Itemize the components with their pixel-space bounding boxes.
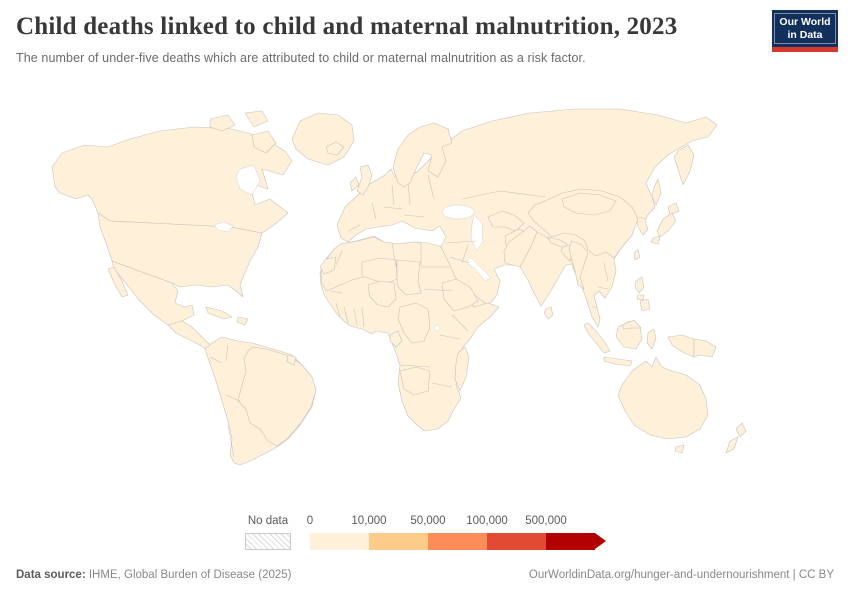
country-hispaniola[interactable] <box>236 316 249 326</box>
country-arctic-island[interactable] <box>209 114 236 132</box>
map-legend: No data 0 10,000 50,000 100,000 500,000 <box>245 513 625 555</box>
country-japan[interactable] <box>650 235 661 245</box>
region-north-america <box>51 110 355 353</box>
data-source-text: IHME, Global Burden of Disease (2025) <box>85 569 292 581</box>
legend-arrow <box>595 533 606 549</box>
legend-tick-2: 50,000 <box>410 515 446 527</box>
country-indonesia-papua[interactable] <box>667 334 695 358</box>
country-nigeria[interactable] <box>367 280 397 308</box>
country-dr-congo[interactable] <box>397 302 431 344</box>
country-gabon-congo[interactable] <box>389 330 403 348</box>
country-myanmar[interactable] <box>568 240 589 290</box>
country-australia[interactable] <box>617 356 709 440</box>
country-philippines[interactable] <box>636 294 645 301</box>
country-french-guiana[interactable] <box>286 354 297 366</box>
world-map <box>0 95 850 505</box>
data-source: Data source: IHME, Global Burden of Dise… <box>16 569 292 581</box>
country-uk[interactable] <box>356 164 373 196</box>
data-source-label: Data source: <box>16 569 86 581</box>
region-oceania <box>583 276 747 454</box>
country-ethiopia[interactable] <box>441 278 479 312</box>
country-arctic-island[interactable] <box>244 110 269 128</box>
chart-footer: Data source: IHME, Global Burden of Dise… <box>16 569 834 581</box>
country-mexico-baja[interactable] <box>107 266 129 298</box>
region-africa <box>319 235 500 432</box>
country-cuba[interactable] <box>205 306 233 320</box>
country-mongolia[interactable] <box>561 192 617 216</box>
legend-band-4[interactable] <box>487 533 546 550</box>
country-western-sahara[interactable] <box>319 256 337 275</box>
region-eurasia <box>325 108 718 328</box>
country-papua-new-guinea[interactable] <box>693 338 717 358</box>
sea-black-sea <box>441 204 475 220</box>
legend-band-2[interactable] <box>369 533 428 550</box>
legend-tick-4: 500,000 <box>525 515 567 527</box>
country-japan[interactable] <box>667 202 680 216</box>
owid-logo-box: Our World in Data <box>772 10 838 47</box>
country-japan[interactable] <box>656 212 677 238</box>
country-iceland[interactable] <box>325 141 345 156</box>
no-data-label: No data <box>247 515 289 527</box>
legend-tick-1: 10,000 <box>351 515 387 527</box>
lake-victoria <box>433 324 441 332</box>
country-greenland[interactable] <box>291 112 355 166</box>
legend-tick-3: 100,000 <box>466 515 508 527</box>
region-south-america <box>204 336 317 466</box>
lake-great-lakes <box>213 221 234 233</box>
country-new-zealand[interactable] <box>735 422 747 438</box>
country-indonesia-sulawesi[interactable] <box>646 328 657 350</box>
country-niger[interactable] <box>361 257 398 285</box>
country-namibia-botswana[interactable] <box>399 366 431 396</box>
chart-title: Child deaths linked to child and materna… <box>16 13 678 40</box>
country-new-zealand[interactable] <box>725 436 739 454</box>
country-ireland[interactable] <box>349 176 360 192</box>
country-tasmania[interactable] <box>674 444 685 454</box>
country-mexico[interactable] <box>111 260 195 326</box>
owid-logo: Our World in Data <box>772 10 838 52</box>
legend-color-bar <box>310 533 606 550</box>
country-sakhalin[interactable] <box>651 178 662 206</box>
country-border-lines <box>209 174 647 458</box>
legend-band-5[interactable] <box>546 533 595 550</box>
lake-hudson-bay <box>235 164 261 196</box>
no-data-swatch[interactable] <box>245 533 291 550</box>
country-philippines[interactable] <box>639 298 651 312</box>
country-chad[interactable] <box>396 259 422 296</box>
country-indonesia-sumatra[interactable] <box>583 322 611 354</box>
owid-logo-line1: Our World <box>779 16 831 29</box>
country-indonesia-java[interactable] <box>603 356 633 367</box>
country-taiwan[interactable] <box>633 249 641 261</box>
country-uzbekistan[interactable] <box>487 210 525 232</box>
country-kamchatka[interactable] <box>673 144 695 186</box>
owid-credit-link[interactable]: OurWorldinData.org/hunger-and-undernouri… <box>528 569 834 581</box>
legend-tick-0: 0 <box>306 515 314 527</box>
country-arctic-island[interactable] <box>251 130 277 154</box>
country-madagascar[interactable] <box>454 346 470 392</box>
sea-caspian <box>470 214 484 252</box>
legend-band-3[interactable] <box>428 533 487 550</box>
country-malaysia-borneo[interactable] <box>621 319 642 330</box>
legend-band-1[interactable] <box>310 533 369 550</box>
country-philippines[interactable] <box>634 276 645 294</box>
country-scandinavia[interactable] <box>392 122 453 188</box>
chart-header: Child deaths linked to child and materna… <box>16 12 756 65</box>
owid-logo-line2: in Data <box>787 28 823 41</box>
chart-subtitle: The number of under-five deaths which ar… <box>16 51 586 65</box>
owid-logo-accent-bar <box>772 47 838 52</box>
country-sri-lanka[interactable] <box>543 306 554 320</box>
